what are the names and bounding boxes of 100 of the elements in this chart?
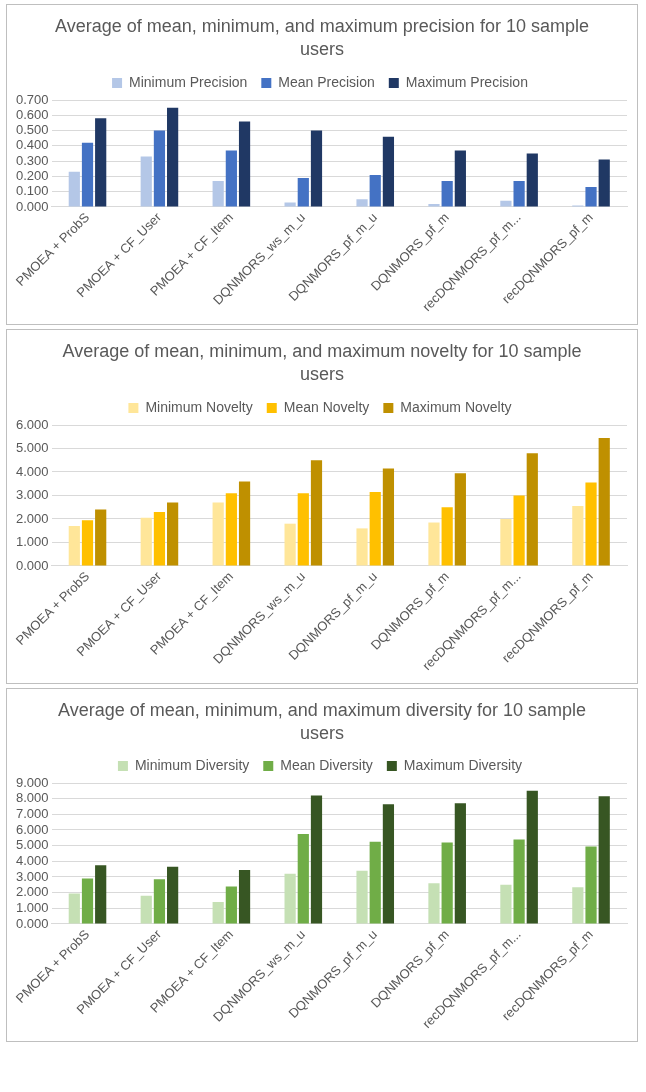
bar xyxy=(140,896,152,924)
y-tick-label: 4.000 xyxy=(15,463,49,479)
bar xyxy=(140,156,152,207)
bar xyxy=(526,452,538,566)
bar xyxy=(572,505,584,566)
bar xyxy=(428,522,440,566)
bar xyxy=(153,130,166,207)
legend-label: Maximum Diversity xyxy=(403,757,523,774)
bar xyxy=(454,472,466,566)
y-tick-label: 7.000 xyxy=(15,806,49,822)
bar xyxy=(297,834,309,924)
bar xyxy=(428,883,440,924)
bar xyxy=(356,527,368,566)
bar xyxy=(297,492,309,566)
bar xyxy=(95,118,107,207)
legend-label: Maximum Novelty xyxy=(400,398,512,415)
bar xyxy=(526,153,538,207)
y-tick-label: 0.600 xyxy=(15,106,49,122)
bar xyxy=(310,130,323,207)
bar xyxy=(382,804,395,924)
bar xyxy=(585,186,597,207)
legend-label: Mean Novelty xyxy=(283,398,370,415)
bar xyxy=(212,502,224,566)
bar xyxy=(441,842,453,924)
bar xyxy=(513,495,525,566)
y-tick-label: 6.000 xyxy=(15,416,49,432)
bar xyxy=(500,518,512,566)
bar xyxy=(225,492,237,566)
bar xyxy=(153,879,166,924)
bar xyxy=(297,177,309,207)
bar xyxy=(68,525,80,566)
chart-title: Average of mean, minimum, and maximum precision for 10 sample users xyxy=(54,15,590,62)
bar xyxy=(441,180,453,207)
y-tick-label: 1.000 xyxy=(15,900,49,916)
bar xyxy=(81,878,94,924)
legend-label: Maximum Precision xyxy=(405,73,528,90)
bar xyxy=(598,796,610,924)
y-tick-label: 0.000 xyxy=(15,915,49,931)
y-tick-label: 0.700 xyxy=(15,91,49,107)
bar xyxy=(81,142,94,207)
bar xyxy=(284,874,296,924)
bar xyxy=(513,839,525,924)
bar xyxy=(238,480,251,566)
bar xyxy=(356,199,368,207)
bar xyxy=(167,867,179,924)
bar xyxy=(526,791,538,924)
bar xyxy=(441,506,453,566)
bar xyxy=(238,870,251,924)
y-tick-label: 0.200 xyxy=(15,167,49,183)
bar xyxy=(153,511,166,566)
bar xyxy=(500,200,512,207)
bar xyxy=(225,150,237,207)
y-tick-label: 1.000 xyxy=(15,533,49,549)
y-tick-label: 5.000 xyxy=(15,439,49,455)
y-tick-label: 5.000 xyxy=(15,837,49,853)
bar xyxy=(68,171,80,207)
bar xyxy=(382,468,395,566)
bar xyxy=(598,159,610,207)
bar xyxy=(284,202,296,207)
bar xyxy=(454,150,466,207)
bar xyxy=(572,887,584,924)
bar xyxy=(81,519,94,566)
bar xyxy=(382,136,395,207)
bar xyxy=(369,174,381,207)
bar xyxy=(585,846,597,924)
bar xyxy=(369,842,381,924)
bar xyxy=(585,482,597,566)
y-tick-label: 0.000 xyxy=(15,557,49,573)
bar xyxy=(310,795,323,924)
y-tick-label: 0.100 xyxy=(15,183,49,199)
bar xyxy=(598,437,610,566)
y-tick-label: 2.000 xyxy=(15,510,49,526)
y-tick-label: 0.400 xyxy=(15,137,49,153)
chart-title: Average of mean, minimum, and maximum novelty for 10 sample users xyxy=(61,339,583,387)
bar xyxy=(167,502,179,566)
bar xyxy=(238,121,251,207)
bar xyxy=(284,523,296,566)
y-tick-label: 0.000 xyxy=(15,198,49,214)
y-tick-label: 3.000 xyxy=(15,868,49,884)
bar xyxy=(356,871,368,924)
bar xyxy=(212,902,224,924)
y-tick-label: 0.300 xyxy=(15,152,49,168)
y-tick-label: 4.000 xyxy=(15,853,49,869)
y-tick-label: 0.500 xyxy=(15,121,49,137)
bar xyxy=(167,107,179,207)
bar xyxy=(212,180,224,207)
y-tick-label: 9.000 xyxy=(15,774,49,790)
bar xyxy=(95,509,107,566)
bar xyxy=(513,180,525,207)
bar xyxy=(68,893,80,924)
bar xyxy=(454,803,466,924)
legend-label: Minimum Precision xyxy=(129,73,248,90)
legend-label: Minimum Novelty xyxy=(145,398,253,415)
legend-label: Minimum Diversity xyxy=(134,757,250,774)
legend-label: Mean Precision xyxy=(278,73,375,90)
chart-title: Average of mean, minimum, and maximum diversity for 10 sample users xyxy=(57,698,587,745)
bar xyxy=(95,865,107,924)
bar xyxy=(310,459,323,566)
bar xyxy=(369,491,381,566)
y-tick-label: 3.000 xyxy=(15,486,49,502)
